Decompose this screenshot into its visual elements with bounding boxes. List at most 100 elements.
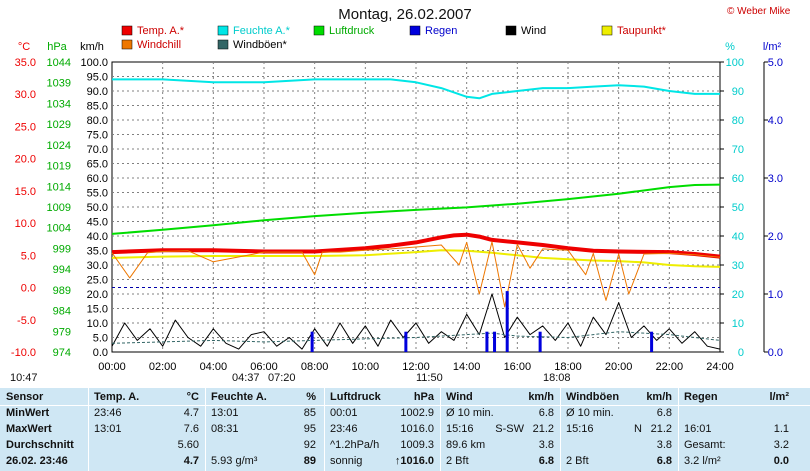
wind-tick-label: 45.0 xyxy=(87,217,108,229)
temp-tick-label: -10.0 xyxy=(11,347,36,359)
temp-tick-label: 0.0 xyxy=(21,283,36,295)
pressure-tick-label: 1034 xyxy=(47,98,71,110)
table-row-label: Durchschnitt xyxy=(6,439,74,451)
wind-tick-label: 40.0 xyxy=(87,231,108,243)
pressure-tick-label: 999 xyxy=(53,243,71,255)
series-line-dewpoint xyxy=(111,249,721,268)
pressure-tick-label: 984 xyxy=(53,306,71,318)
legend-label-rain: Regen xyxy=(425,25,457,37)
series-line-windchill xyxy=(111,241,721,308)
x-tick-label: 18:00 xyxy=(554,361,582,373)
x-tick-label: 04:00 xyxy=(200,361,228,373)
table-cell-gust: 15:16 xyxy=(566,423,594,435)
pressure-tick-label: 1039 xyxy=(47,78,71,90)
x-tick-label: 06:00 xyxy=(250,361,278,373)
table-header-unit: km/h xyxy=(528,391,554,403)
table-cell-press: sonnig xyxy=(330,455,363,467)
table-cell-rain-value: 0.0 xyxy=(773,455,789,467)
pressure-tick-label: 1029 xyxy=(47,119,71,131)
humidity-tick-label: 70 xyxy=(732,144,744,156)
table-cell-temp-value: 7.6 xyxy=(183,423,199,435)
table-cell-gust-dir: N xyxy=(634,423,642,435)
temp-tick-label: 5.0 xyxy=(21,250,36,262)
table-cell-rain-value: 3.2 xyxy=(773,439,789,451)
table-cell-wind: 2 Bft xyxy=(446,455,469,467)
x-tick-label: 20:00 xyxy=(605,361,633,373)
wind-tick-label: 65.0 xyxy=(87,159,108,171)
legend-swatch-dewpoint xyxy=(601,25,613,36)
series-line-wind xyxy=(111,293,721,350)
event-time-label: 04:37 xyxy=(232,372,260,384)
table-cell-wind-value: 6.8 xyxy=(538,407,554,419)
temp-tick-label: -5.0 xyxy=(17,315,36,327)
table-cell-press-value: 1016.0 xyxy=(400,423,434,435)
humidity-tick-label: 0 xyxy=(738,347,744,359)
humidity-tick-label: 50 xyxy=(732,202,744,214)
pressure-tick-label: 1019 xyxy=(47,161,71,173)
wind-axis-header: km/h xyxy=(80,41,104,53)
temp-tick-label: 10.0 xyxy=(15,218,36,230)
rain-axis-header: l/m² xyxy=(763,41,782,53)
legend-label-wind: Wind xyxy=(521,25,546,37)
rain-tick-label: 1.0 xyxy=(768,289,783,301)
wind-tick-label: 15.0 xyxy=(87,304,108,316)
pressure-tick-label: 1009 xyxy=(47,202,71,214)
temp-tick-label: 30.0 xyxy=(15,89,36,101)
humidity-tick-label: 90 xyxy=(732,86,744,98)
stats-table: Sensor Temp. A. °C Feuchte A.% Luftdruck hPa W… xyxy=(0,388,810,471)
wind-tick-label: 10.0 xyxy=(87,318,108,330)
legend-label-temp: Temp. A.* xyxy=(137,25,185,37)
wind-tick-label: 0.0 xyxy=(93,347,108,359)
table-header: Sensor xyxy=(6,391,44,403)
series-line-gust xyxy=(111,331,721,344)
pressure-axis-header: hPa xyxy=(47,41,67,53)
table-cell-rain: 16:01 xyxy=(684,423,712,435)
rain-tick-label: 2.0 xyxy=(768,231,783,243)
table-cell-wind-value: 3.8 xyxy=(538,439,554,451)
humidity-tick-label: 10 xyxy=(732,318,744,330)
humidity-tick-label: 30 xyxy=(732,260,744,272)
table-header-unit: km/h xyxy=(646,391,672,403)
x-tick-label: 00:00 xyxy=(98,361,126,373)
table-cell-hum: 13:01 xyxy=(211,407,239,419)
table-header: Temp. A. xyxy=(94,391,140,403)
x-tick-label: 14:00 xyxy=(453,361,481,373)
table-cell-hum-value: 92 xyxy=(303,439,316,451)
x-tick-label: 10:00 xyxy=(352,361,380,373)
rain-tick-label: 0.0 xyxy=(768,347,783,359)
table-header: Feuchte A. xyxy=(211,391,267,403)
rain-bar xyxy=(404,331,408,352)
wind-tick-label: 5.0 xyxy=(93,333,108,345)
wind-tick-label: 90.0 xyxy=(87,86,108,98)
event-time-label: 18:08 xyxy=(543,372,571,384)
rain-bar xyxy=(485,331,489,352)
table-header-unit: °C xyxy=(186,391,199,403)
humidity-tick-label: 20 xyxy=(732,289,744,301)
table-header-unit: % xyxy=(306,391,316,403)
event-time-label: 11:50 xyxy=(416,372,443,384)
table-header: Luftdruck xyxy=(330,391,381,403)
temp-tick-label: 35.0 xyxy=(15,57,36,69)
wind-tick-label: 20.0 xyxy=(87,289,108,301)
legend-swatch-pressure xyxy=(313,25,325,36)
pressure-tick-label: 1024 xyxy=(47,140,71,152)
rain-bar xyxy=(650,331,654,352)
legend-swatch-humidity xyxy=(217,25,229,36)
temp-tick-label: 25.0 xyxy=(15,121,36,133)
x-tick-label: 02:00 xyxy=(149,361,177,373)
table-cell-wind-value: 6.8 xyxy=(538,455,554,467)
legend-label-dewpoint: Taupunkt* xyxy=(617,25,667,37)
x-tick-label: 22:00 xyxy=(656,361,684,373)
table-cell-wind: 89.6 km xyxy=(446,439,486,451)
table-cell-hum-value: 85 xyxy=(303,407,316,419)
humidity-tick-label: 80 xyxy=(732,115,744,127)
table-row-label: MaxWert xyxy=(6,423,52,435)
table-cell-press: ^1.2hPa/h xyxy=(330,439,380,451)
table-cell-temp-value: 4.7 xyxy=(183,407,199,419)
pressure-tick-label: 989 xyxy=(53,285,71,297)
table-cell-press-value: 1002.9 xyxy=(400,407,434,419)
table-cell-gust: Ø 10 min. xyxy=(566,407,614,419)
table-cell-press-value: ↑1016.0 xyxy=(394,455,434,467)
rain-bar xyxy=(505,291,509,352)
pressure-tick-label: 1014 xyxy=(47,181,71,193)
